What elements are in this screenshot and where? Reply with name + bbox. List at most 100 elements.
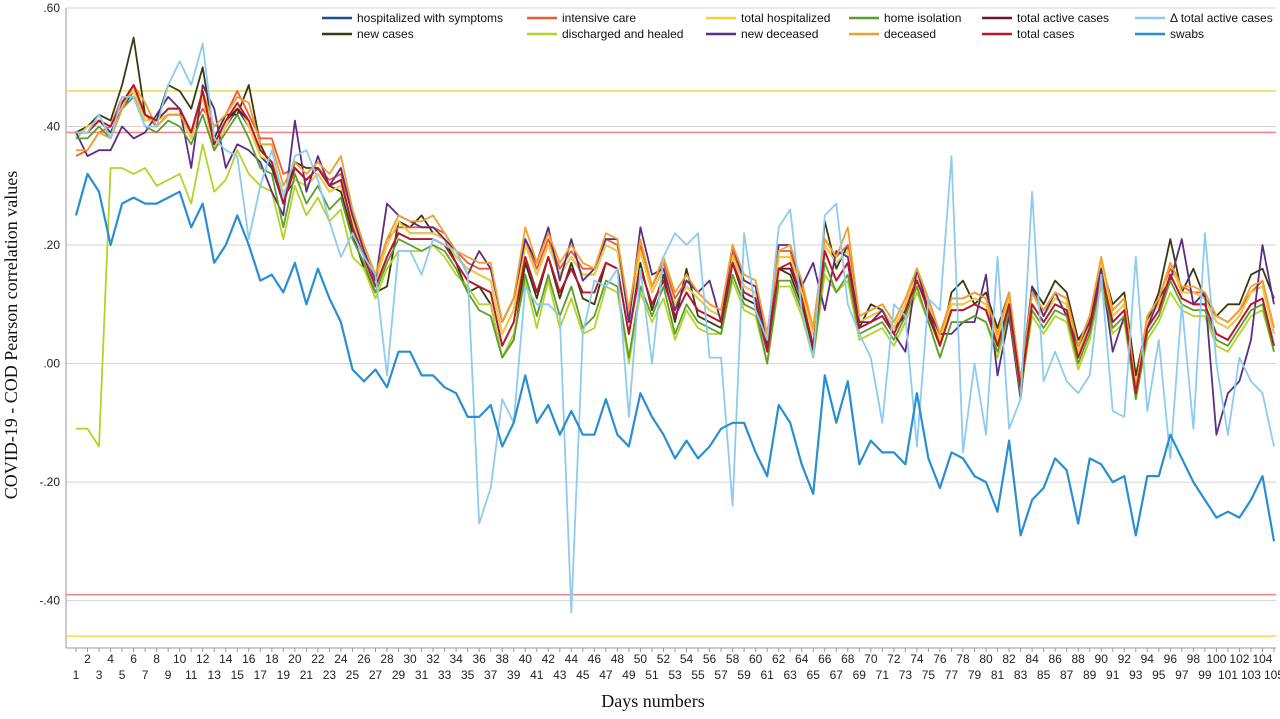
y-tick-label: -.20	[39, 475, 60, 489]
y-tick-label: .60	[43, 1, 60, 15]
x-tick-label: 55	[691, 668, 705, 682]
x-tick-label: 43	[553, 668, 567, 682]
x-tick-label: 12	[196, 652, 210, 666]
series-line-6	[76, 96, 1275, 401]
x-tick-label: 2	[84, 652, 91, 666]
x-tick-label: 103	[1241, 668, 1261, 682]
x-tick-label: 29	[392, 668, 406, 682]
x-tick-label: 36	[472, 652, 486, 666]
x-tick-label: 93	[1129, 668, 1143, 682]
legend-label: intensive care	[562, 11, 636, 25]
x-tick-label: 53	[668, 668, 682, 682]
legend-label: hospitalized with symptoms	[357, 11, 503, 25]
series-line-10	[76, 42, 1275, 614]
x-tick-label: 69	[853, 668, 867, 682]
x-tick-label: 76	[933, 652, 947, 666]
x-tick-label: 54	[680, 652, 694, 666]
x-tick-label: 73	[899, 668, 913, 682]
x-tick-label: 21	[300, 668, 314, 682]
x-tick-label: 31	[415, 668, 429, 682]
series-line-7	[76, 84, 1275, 389]
x-tick-label: 95	[1152, 668, 1166, 682]
x-tick-label: 13	[208, 668, 222, 682]
x-tick-label: 1	[73, 668, 80, 682]
x-tick-label: 48	[611, 652, 625, 666]
x-tick-label: 88	[1071, 652, 1085, 666]
gridlines	[65, 7, 1276, 649]
x-tick-label: 34	[449, 652, 463, 666]
x-tick-label: 79	[968, 668, 982, 682]
series-line-3	[76, 143, 1275, 448]
x-tick-label: 77	[945, 668, 959, 682]
x-tick-label: 35	[461, 668, 475, 682]
x-tick-label: 80	[979, 652, 993, 666]
x-tick-label: 22	[311, 652, 325, 666]
x-tick-label: 104	[1252, 652, 1272, 666]
y-tick-label: -.40	[39, 594, 60, 608]
x-tick-label: 40	[519, 652, 533, 666]
series-lines	[74, 36, 1276, 614]
x-tick-label: 82	[1002, 652, 1016, 666]
x-tick-label: 11	[185, 668, 198, 682]
x-axis-title: Days numbers	[601, 691, 704, 711]
x-tick-label: 19	[277, 668, 291, 682]
y-axis-title: COVID-19 - COD Pearson correlation value…	[1, 171, 21, 499]
x-tick-label: 100	[1206, 652, 1226, 666]
legend-label: new cases	[357, 27, 414, 41]
x-tick-label: 18	[265, 652, 279, 666]
y-tick-label: .40	[43, 120, 60, 134]
legend-label: total active cases	[1017, 11, 1109, 25]
x-tick-label: 17	[254, 668, 268, 682]
x-tick-label: 49	[622, 668, 636, 682]
x-tick-label: 78	[956, 652, 970, 666]
x-tick-label: 83	[1014, 668, 1028, 682]
x-tick-label: 41	[530, 668, 544, 682]
x-tick-label: 65	[807, 668, 821, 682]
x-tick-label: 14	[219, 652, 233, 666]
x-tick-label: 56	[703, 652, 717, 666]
series-line-5	[75, 84, 1275, 436]
x-tick-label: 92	[1118, 652, 1132, 666]
x-tick-label: 58	[726, 652, 740, 666]
legend-label: home isolation	[884, 11, 961, 25]
x-tick-label: 61	[760, 668, 774, 682]
legend-label: new deceased	[741, 27, 818, 41]
x-tick-label: 15	[231, 668, 245, 682]
legend-label: Δ total active cases	[1170, 11, 1273, 25]
y-tick-label: .20	[43, 238, 60, 252]
x-tick-label: 66	[818, 652, 832, 666]
x-tick-label: 9	[165, 668, 172, 682]
x-tick-label: 37	[484, 668, 498, 682]
reference-lines	[66, 90, 1276, 637]
x-tick-label: 59	[737, 668, 751, 682]
x-tick-label: 6	[130, 652, 137, 666]
x-tick-label: 97	[1175, 668, 1189, 682]
x-tick-label: 70	[864, 652, 878, 666]
legend-label: deceased	[884, 27, 936, 41]
x-tick-label: 74	[910, 652, 924, 666]
x-tick-label: 67	[830, 668, 844, 682]
legend-label: swabs	[1170, 27, 1204, 41]
series-line-11	[74, 172, 1276, 542]
legend: hospitalized with symptoms intensive care…	[322, 11, 1273, 41]
x-tick-label: 64	[795, 652, 809, 666]
x-tick-label: 27	[369, 668, 383, 682]
x-tick-label: 24	[334, 652, 348, 666]
x-tick-label: 5	[119, 668, 126, 682]
y-tick-label: .00	[43, 357, 60, 371]
x-tick-label: 87	[1060, 668, 1074, 682]
x-tick-label: 46	[588, 652, 602, 666]
x-tick-label: 47	[599, 668, 613, 682]
x-tick-label: 84	[1025, 652, 1039, 666]
x-tick-label: 98	[1187, 652, 1201, 666]
x-tick-label: 28	[380, 652, 394, 666]
x-tick-label: 51	[645, 668, 659, 682]
x-axis-ticks: 1234567891011121314151617181920212223242…	[73, 648, 1280, 682]
x-tick-label: 25	[346, 668, 360, 682]
x-tick-label: 63	[784, 668, 798, 682]
x-tick-label: 8	[153, 652, 160, 666]
legend-label: discharged and healed	[562, 27, 683, 41]
x-tick-label: 30	[403, 652, 417, 666]
x-tick-label: 10	[173, 652, 187, 666]
